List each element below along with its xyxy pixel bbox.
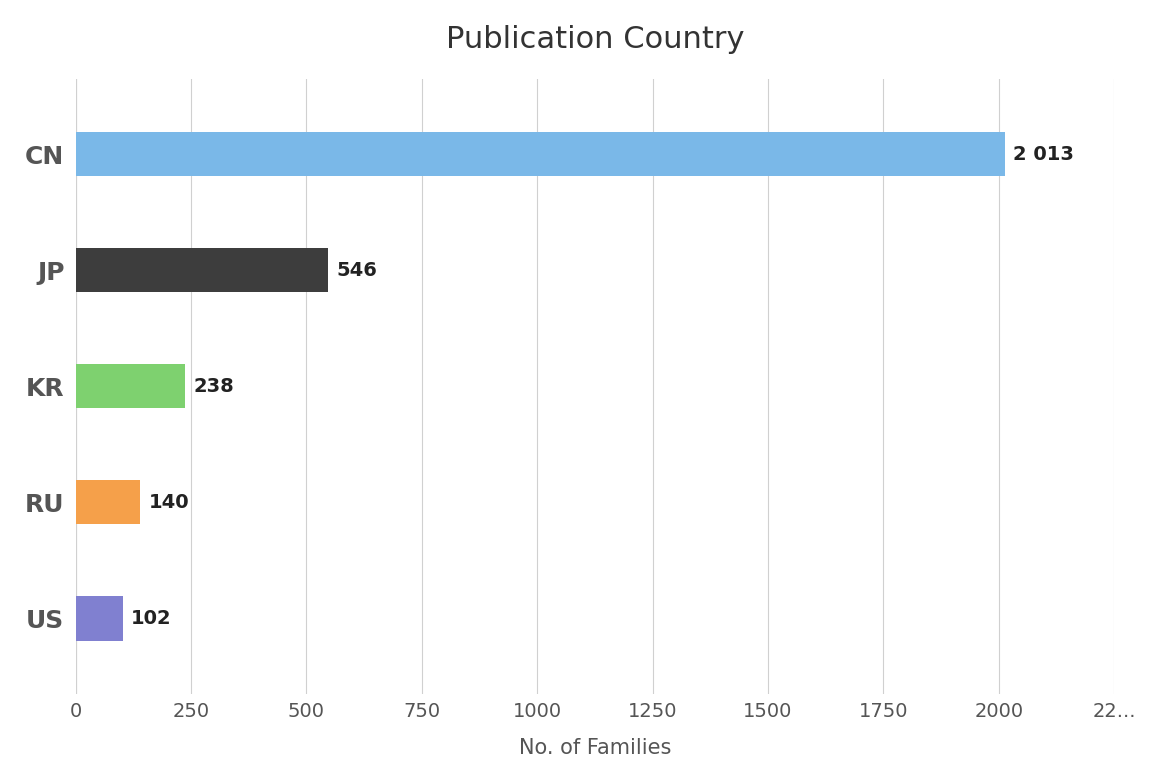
Bar [75,480,140,525]
Bar [75,132,1005,176]
Text: 2 013: 2 013 [1014,145,1074,164]
Bar [75,364,186,409]
Text: 238: 238 [194,377,235,395]
Text: 546: 546 [336,261,377,280]
Text: 102: 102 [131,609,172,628]
Text: 140: 140 [149,493,189,512]
X-axis label: No. of Families: No. of Families [519,738,671,758]
Title: Publication Country: Publication Country [446,25,744,54]
Bar [75,248,327,292]
Bar [75,597,123,640]
